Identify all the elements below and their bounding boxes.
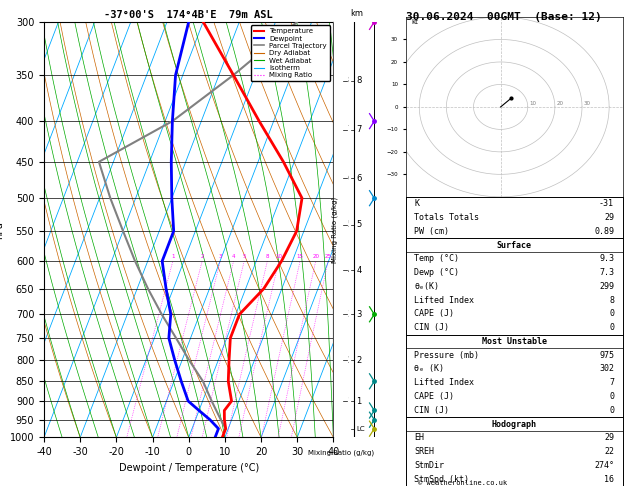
Text: 3: 3 [356,310,362,319]
Text: CIN (J): CIN (J) [415,406,449,415]
Text: kt: kt [411,19,418,25]
Title: -37°00'S  174°4B'E  79m ASL: -37°00'S 174°4B'E 79m ASL [104,10,273,20]
Text: θₑ(K): θₑ(K) [415,282,440,291]
Text: -31: -31 [599,199,614,208]
Text: Lifted Index: Lifted Index [415,378,474,387]
Text: 0: 0 [609,323,614,332]
Text: 6: 6 [356,174,362,183]
Text: 5: 5 [348,220,353,229]
Text: 5: 5 [242,254,246,259]
Text: 8: 8 [265,254,269,259]
Text: 2: 2 [201,254,204,259]
Text: 1: 1 [171,254,175,259]
Text: 975: 975 [599,351,614,360]
Text: 9.3: 9.3 [599,254,614,263]
Text: PW (cm): PW (cm) [415,227,449,236]
Text: 20: 20 [556,101,563,105]
Text: Temp (°C): Temp (°C) [415,254,459,263]
Text: 2: 2 [348,356,353,365]
Text: 29: 29 [604,213,614,222]
Text: 7: 7 [356,125,362,134]
Text: 22: 22 [604,447,614,456]
Text: 29: 29 [604,434,614,442]
Text: 10: 10 [276,254,282,259]
Text: Dewp (°C): Dewp (°C) [415,268,459,277]
Text: LCL: LCL [356,426,369,432]
Text: 3: 3 [218,254,222,259]
Text: StmSpd (kt): StmSpd (kt) [415,475,469,484]
Text: CAPE (J): CAPE (J) [415,392,454,401]
Text: 25: 25 [325,254,331,259]
Text: 299: 299 [599,282,614,291]
Text: 0.89: 0.89 [594,227,614,236]
Text: 7.3: 7.3 [599,268,614,277]
Text: 5: 5 [356,220,362,229]
Text: 30.06.2024  00GMT  (Base: 12): 30.06.2024 00GMT (Base: 12) [406,12,601,22]
Text: Mixing Ratio (g/kg): Mixing Ratio (g/kg) [308,449,374,455]
Text: 1: 1 [356,397,362,405]
Text: 8: 8 [609,295,614,305]
Text: 0: 0 [609,392,614,401]
Text: 16: 16 [604,475,614,484]
Text: 4: 4 [348,266,353,275]
Text: 0: 0 [609,406,614,415]
Text: 1: 1 [348,397,353,405]
Text: 3: 3 [348,310,353,319]
X-axis label: Dewpoint / Temperature (°C): Dewpoint / Temperature (°C) [119,463,259,473]
Text: 4: 4 [232,254,235,259]
Text: © weatheronline.co.uk: © weatheronline.co.uk [418,480,508,486]
Text: StmDir: StmDir [415,461,444,470]
Text: SREH: SREH [415,447,435,456]
Text: CIN (J): CIN (J) [415,323,449,332]
Text: km: km [350,9,364,17]
Text: 6: 6 [348,174,353,183]
Text: Lifted Index: Lifted Index [415,295,474,305]
Text: 8: 8 [348,76,353,86]
Text: 7: 7 [609,378,614,387]
Text: Mixing Ratio (g/kg): Mixing Ratio (g/kg) [331,196,338,263]
Legend: Temperature, Dewpoint, Parcel Trajectory, Dry Adiabat, Wet Adiabat, Isotherm, Mi: Temperature, Dewpoint, Parcel Trajectory… [251,25,330,81]
Text: Hodograph: Hodograph [492,419,537,429]
Text: Totals Totals: Totals Totals [415,213,479,222]
Text: 10: 10 [529,101,536,105]
Y-axis label: hPa: hPa [0,221,4,239]
Text: 15: 15 [296,254,304,259]
Text: 7: 7 [348,125,353,134]
Text: CAPE (J): CAPE (J) [415,310,454,318]
Text: 302: 302 [599,364,614,373]
Text: 274°: 274° [594,461,614,470]
Text: 0: 0 [609,310,614,318]
Text: Most Unstable: Most Unstable [482,337,547,346]
Text: EH: EH [415,434,425,442]
Text: Surface: Surface [497,241,532,249]
Text: Pressure (mb): Pressure (mb) [415,351,479,360]
Text: K: K [415,199,420,208]
Text: 2: 2 [356,356,362,365]
Text: 4: 4 [356,266,362,275]
Text: 20: 20 [312,254,319,259]
Text: θₑ (K): θₑ (K) [415,364,444,373]
Text: 8: 8 [356,76,362,86]
Text: 30: 30 [583,101,591,105]
